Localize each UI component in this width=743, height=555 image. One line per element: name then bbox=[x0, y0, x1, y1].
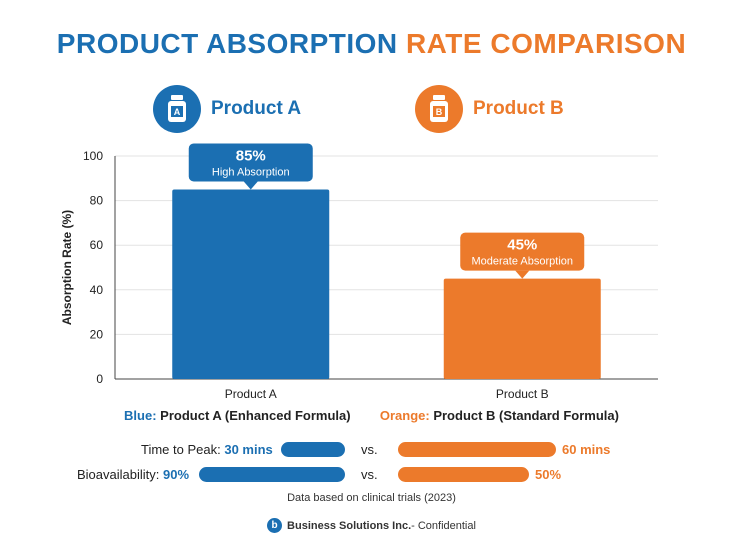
data-label: 85% bbox=[236, 147, 266, 164]
product-b-badge: B Product B bbox=[415, 85, 564, 133]
callout-pointer bbox=[243, 181, 258, 190]
bioavailability-a-value: 90% bbox=[163, 467, 190, 482]
company-name: Business Solutions Inc. bbox=[287, 519, 412, 532]
legend-orange-key: Orange: bbox=[379, 408, 430, 423]
bioavailability-vs: vs. bbox=[361, 467, 378, 482]
pill-bottle-a-icon: A bbox=[153, 85, 201, 133]
bioavailability-a-bar bbox=[199, 467, 345, 482]
page-title: PRODUCT ABSORPTION RATE COMPARISON bbox=[0, 28, 743, 60]
callout-pointer bbox=[515, 270, 530, 279]
legend: Blue: Product A (Enhanced Formula) Orang… bbox=[0, 408, 743, 423]
legend-blue-key: Blue: bbox=[124, 408, 157, 423]
time-to-peak-vs: vs. bbox=[361, 442, 378, 457]
absorption-bar-chart: 0 20 40 60 80 100 Absorption Rate (%) Product A… bbox=[60, 143, 658, 401]
time-to-peak-a-bar bbox=[281, 442, 345, 457]
time-to-peak-label: Time to Peak: 30 mins bbox=[141, 442, 273, 457]
y-tick-label: 80 bbox=[90, 194, 104, 208]
callout-box bbox=[460, 232, 585, 271]
y-axis-label: Absorption Rate (%) bbox=[60, 210, 74, 325]
bar-2 bbox=[443, 278, 601, 379]
product-b-name: Product B bbox=[473, 98, 564, 119]
title-part-2: RATE COMPARISON bbox=[405, 28, 687, 59]
time-to-peak-a-value: 30 mins bbox=[224, 442, 273, 457]
y-tick-label: 60 bbox=[90, 238, 104, 252]
bioavailability-label: Bioavailability: 90% bbox=[77, 467, 189, 482]
product-a-name: Product A bbox=[211, 98, 302, 119]
title-part-1: PRODUCT ABSORPTION bbox=[56, 28, 398, 59]
y-tick-label: 20 bbox=[90, 327, 104, 341]
time-to-peak-label-text: Time to Peak: bbox=[141, 442, 221, 457]
bioavailability-b-bar bbox=[398, 467, 529, 482]
time-to-peak-b-bar bbox=[398, 442, 556, 457]
y-tick-label: 40 bbox=[90, 283, 104, 297]
bar-1 bbox=[172, 189, 330, 379]
icon-b-letter: B bbox=[436, 107, 443, 117]
bioavailability-b-value: 50% bbox=[535, 467, 562, 482]
company-logo-icon: b bbox=[267, 518, 283, 533]
data-annotation: Moderate Absorption bbox=[471, 256, 573, 268]
data-source-note: Data based on clinical trials (2023) bbox=[287, 492, 456, 504]
x-tick-label: Product A bbox=[225, 387, 277, 401]
callout-box bbox=[188, 143, 313, 182]
data-label: 45% bbox=[507, 237, 537, 254]
bioavailability-label-text: Bioavailability: bbox=[77, 467, 160, 482]
pill-bottle-b-icon: B bbox=[415, 85, 463, 133]
time-to-peak-b-value: 60 mins bbox=[562, 442, 611, 457]
data-annotation: High Absorption bbox=[212, 166, 290, 178]
icon-a-letter: A bbox=[174, 107, 181, 117]
footer-suffix: - Confidential bbox=[411, 519, 476, 532]
x-tick-label: Product B bbox=[496, 387, 549, 401]
product-a-badge: A Product A bbox=[153, 85, 301, 133]
footer: b Business Solutions Inc. - Confidential bbox=[0, 518, 743, 533]
y-tick-label: 0 bbox=[96, 372, 103, 386]
legend-blue-text: Product A (Enhanced Formula) bbox=[160, 408, 351, 423]
y-tick-label: 100 bbox=[83, 149, 103, 163]
legend-orange-text: Product B (Standard Formula) bbox=[433, 408, 619, 423]
